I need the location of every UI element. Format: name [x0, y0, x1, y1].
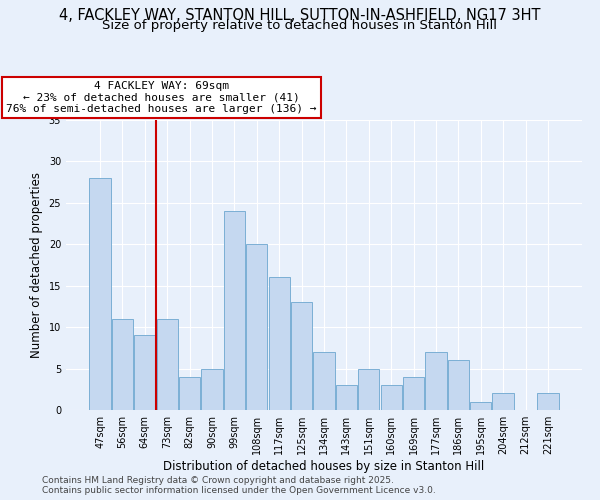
Text: Size of property relative to detached houses in Stanton Hill: Size of property relative to detached ho… [103, 19, 497, 32]
Bar [157, 319, 178, 410]
Bar [313, 352, 335, 410]
Bar [246, 244, 268, 410]
Bar [358, 368, 379, 410]
Text: Contains HM Land Registry data © Crown copyright and database right 2025.
Contai: Contains HM Land Registry data © Crown c… [42, 476, 436, 495]
Text: 4 FACKLEY WAY: 69sqm
← 23% of detached houses are smaller (41)
76% of semi-detac: 4 FACKLEY WAY: 69sqm ← 23% of detached h… [6, 81, 317, 114]
Bar [291, 302, 312, 410]
X-axis label: Distribution of detached houses by size in Stanton Hill: Distribution of detached houses by size … [163, 460, 485, 473]
Bar [380, 385, 402, 410]
Bar [470, 402, 491, 410]
Bar [112, 319, 133, 410]
Bar [89, 178, 111, 410]
Bar [336, 385, 357, 410]
Bar [202, 368, 223, 410]
Bar [224, 211, 245, 410]
Y-axis label: Number of detached properties: Number of detached properties [30, 172, 43, 358]
Bar [403, 377, 424, 410]
Bar [425, 352, 446, 410]
Bar [493, 394, 514, 410]
Bar [179, 377, 200, 410]
Bar [134, 336, 155, 410]
Bar [537, 394, 559, 410]
Text: 4, FACKLEY WAY, STANTON HILL, SUTTON-IN-ASHFIELD, NG17 3HT: 4, FACKLEY WAY, STANTON HILL, SUTTON-IN-… [59, 8, 541, 22]
Bar [448, 360, 469, 410]
Bar [269, 278, 290, 410]
